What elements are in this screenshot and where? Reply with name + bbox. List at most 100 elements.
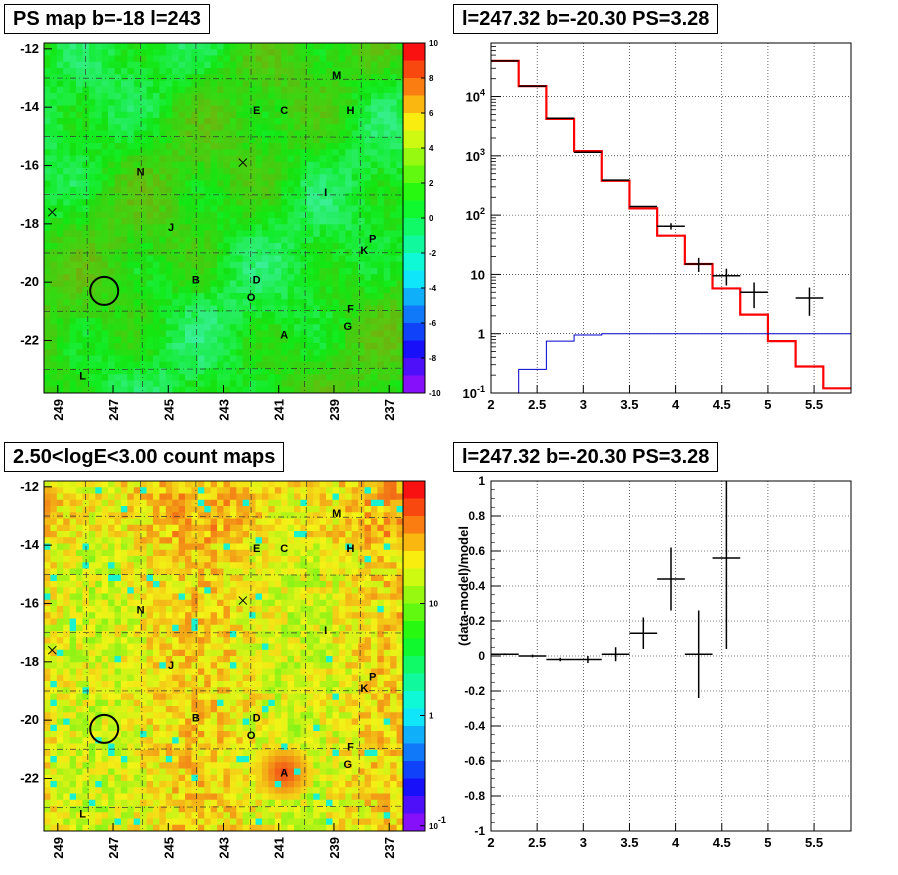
map-cell [82,781,90,788]
map-cell [69,524,77,532]
map-cell [229,824,237,832]
map-cell [101,249,109,256]
map-cell [191,656,199,663]
map-cell [185,806,192,813]
map-cell [255,361,263,369]
map-cell [82,174,90,181]
map-cell [185,687,192,694]
map-cell [76,93,83,100]
map-cell [268,211,276,219]
map-cell [56,99,64,106]
map-cell [396,218,404,225]
map-cell [88,124,96,131]
map-cell [191,193,199,200]
map-cell [44,524,51,532]
map-cell [152,656,160,663]
map-cell [255,86,263,94]
map-cell [76,637,83,644]
map-cell [50,562,58,569]
map-cell [217,124,224,131]
map-cell [140,49,147,56]
map-cell [191,161,199,169]
map-cell [76,593,83,601]
map-cell [281,86,288,94]
map-cell [236,781,244,788]
map-cell [56,305,64,313]
map-cell [178,386,186,394]
map-cell [101,61,109,69]
map-cell [249,49,256,56]
map-cell [294,249,301,256]
map-cell [172,512,179,519]
map-cell [268,205,276,213]
map-cell [63,693,70,701]
map-cell [165,687,173,694]
map-cell [210,531,218,538]
map-cell [140,674,147,682]
map-cell [332,205,340,213]
map-cell [140,524,147,532]
map-cell [326,105,333,113]
map-cell [56,524,64,532]
map-cell [326,230,333,238]
map-cell [191,599,199,607]
map-cell [210,93,218,100]
map-cell [242,193,250,200]
map-cell [178,668,186,676]
map-cell [95,487,102,494]
map-cell [229,549,237,557]
map-cell [217,355,224,363]
map-cell [345,211,353,219]
map-cell [159,518,167,526]
map-cell [204,656,211,663]
map-cell [197,756,205,763]
map-cell [133,631,141,638]
map-cell [236,774,244,782]
map-cell [377,330,385,338]
map-cell [300,268,308,275]
map-cell [56,762,64,769]
map-cell [114,124,122,131]
map-cell [261,174,269,181]
map-cell [229,699,237,707]
map-cell [370,336,378,344]
map-cell [76,724,83,732]
map-cell [358,174,365,181]
map-cell [326,218,333,225]
map-cell [50,155,58,163]
map-cell [56,318,64,325]
map-cell [127,155,135,163]
map-cell [185,706,192,713]
map-cell [140,731,147,738]
map-cell [313,224,320,231]
map-cell [133,149,141,156]
map-cell [217,818,224,826]
map-cell [165,136,173,144]
map-cell [210,793,218,801]
map-cell [191,280,199,288]
map-cell [56,55,64,63]
map-cell [159,255,167,263]
map-cell [172,136,179,144]
map-cell [114,493,122,501]
map-cell [88,61,96,69]
map-cell [140,799,147,807]
map-cell [268,168,276,175]
map-cell [287,49,295,56]
map-cell [95,624,102,632]
map-cell [120,693,128,701]
map-cell [377,349,385,356]
map-cell [82,374,90,381]
map-cell [338,168,346,175]
map-cell [351,261,359,269]
x-tick-label: 245 [161,399,176,421]
map-cell [351,111,359,119]
map-cell [108,180,115,188]
map-cell [165,762,173,769]
map-cell [108,361,115,369]
map-cell [217,180,224,188]
map-cell [88,781,96,788]
map-cell [377,99,385,106]
map-cell [204,762,211,769]
map-cell [229,336,237,344]
